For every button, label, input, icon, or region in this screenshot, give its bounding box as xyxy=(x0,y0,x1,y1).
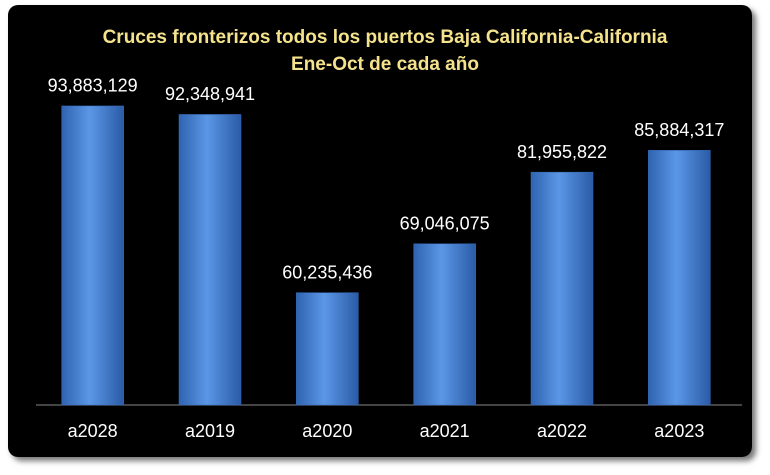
data-label: 92,348,941 xyxy=(165,84,255,104)
data-label: 93,883,129 xyxy=(48,76,138,96)
data-label: 69,046,075 xyxy=(400,214,490,234)
x-tick-label: a2020 xyxy=(302,421,352,441)
bar xyxy=(61,105,124,406)
data-label: 60,235,436 xyxy=(282,262,372,282)
x-tick-label: a2028 xyxy=(68,421,118,441)
data-label: 81,955,822 xyxy=(517,142,607,162)
x-tick-label: a2021 xyxy=(420,421,470,441)
x-tick-label: a2022 xyxy=(537,421,587,441)
bar xyxy=(648,150,711,406)
bar xyxy=(178,114,242,406)
chart-subtitle: Ene-Oct de cada año xyxy=(291,54,479,75)
x-tick-label: a2023 xyxy=(654,421,704,441)
bar xyxy=(296,292,359,406)
bar xyxy=(413,243,476,406)
chart-title: Cruces fronterizos todos los puertos Baj… xyxy=(103,27,668,48)
x-tick-label: a2019 xyxy=(185,421,235,441)
bar xyxy=(530,171,594,406)
data-label: 85,884,317 xyxy=(634,120,724,140)
